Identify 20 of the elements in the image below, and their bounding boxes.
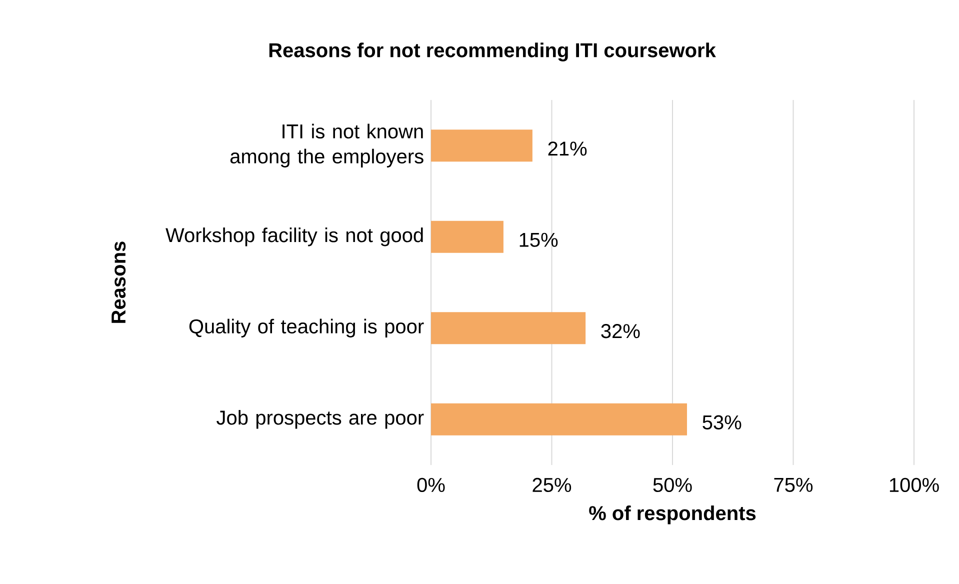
data-label: 15% bbox=[520, 232, 558, 247]
data-label: 21% bbox=[548, 142, 587, 156]
data-label: 53% bbox=[702, 415, 742, 430]
x-tick-label: 25% bbox=[532, 478, 572, 492]
x-tick-label: 50% bbox=[653, 478, 692, 492]
data-label: 32% bbox=[601, 324, 640, 338]
x-tick-label: 75% bbox=[774, 478, 813, 492]
bar bbox=[431, 312, 586, 344]
bar bbox=[431, 130, 532, 162]
bar bbox=[431, 220, 504, 253]
chart-title: Reasons for not recommending ITI coursework bbox=[269, 42, 716, 62]
x-tick-label: 100% bbox=[890, 478, 939, 492]
y-axis-title: Reasons bbox=[112, 242, 126, 323]
y-tick-label: Workshop facility is not good bbox=[166, 228, 423, 246]
x-tick-label: 0% bbox=[417, 478, 445, 492]
y-tick-label: ITI is not known among the employers bbox=[230, 124, 424, 168]
bar bbox=[431, 403, 687, 436]
x-axis-title: % of respondents bbox=[589, 506, 756, 524]
y-tick-label: Job prospects are poor bbox=[216, 410, 424, 429]
y-tick-label: Quality of teaching is poor bbox=[189, 318, 424, 338]
